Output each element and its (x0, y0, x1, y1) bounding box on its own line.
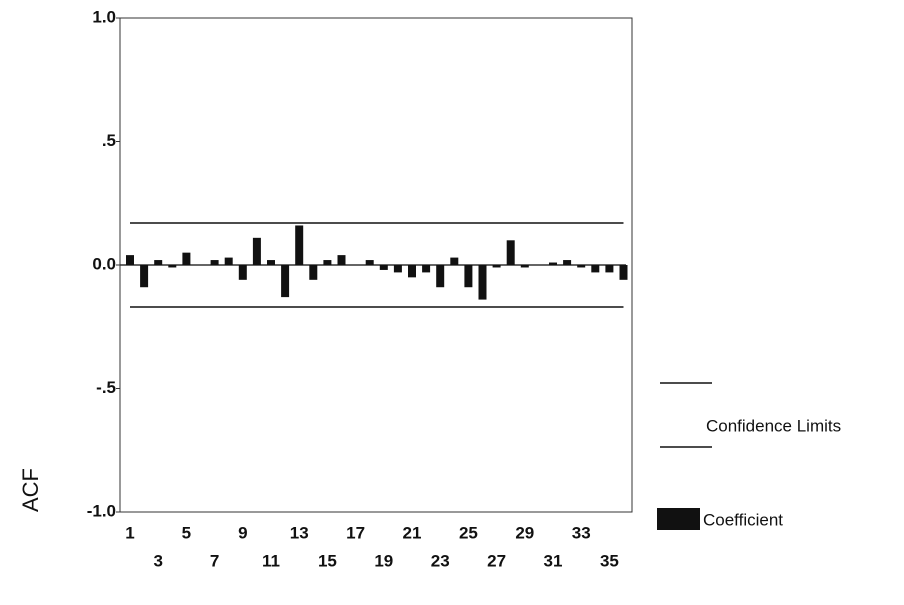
x-tick-label: 31 (544, 551, 563, 570)
x-tick-label: 7 (210, 551, 219, 570)
x-tick-label: 11 (262, 551, 280, 570)
legend-label: Confidence Limits (706, 416, 841, 435)
x-tick-label: 23 (431, 551, 450, 570)
bar (252, 237, 261, 265)
y-tick-label: -1.0 (87, 501, 116, 520)
bar (182, 252, 191, 265)
bar (605, 265, 614, 273)
bar (238, 265, 247, 280)
bar (309, 265, 318, 280)
bar (140, 265, 149, 288)
bar (506, 240, 515, 265)
x-tick-label: 17 (346, 523, 365, 542)
bar (337, 255, 346, 265)
y-tick-label: -.5 (96, 378, 116, 397)
legend-label: Coefficient (703, 510, 783, 529)
bar (267, 260, 275, 265)
y-tick-label: 1.0 (92, 7, 116, 26)
bar (619, 265, 628, 280)
bar (492, 265, 501, 268)
bar (393, 265, 402, 273)
bar (210, 260, 219, 265)
x-tick-label: 25 (459, 523, 478, 542)
bar (295, 225, 304, 265)
y-axis-label: ACF (18, 468, 43, 512)
bar (464, 265, 473, 288)
x-tick-label: 29 (515, 523, 534, 542)
bar (379, 265, 388, 270)
x-tick-label: 15 (318, 551, 337, 570)
bar (365, 260, 374, 265)
bar (422, 265, 431, 273)
bar (450, 257, 459, 265)
legend-swatch (657, 508, 700, 530)
bar (408, 265, 416, 278)
x-tick-label: 35 (600, 551, 619, 570)
bar (591, 265, 600, 273)
bar (478, 265, 487, 300)
bar (154, 260, 163, 265)
x-tick-label: 3 (153, 551, 162, 570)
x-tick-label: 19 (374, 551, 393, 570)
x-tick-label: 21 (403, 523, 422, 542)
bar (224, 257, 233, 265)
bar (323, 260, 332, 265)
bar (520, 265, 529, 268)
x-tick-label: 33 (572, 523, 591, 542)
x-tick-label: 1 (125, 523, 134, 542)
bar (563, 260, 572, 265)
bar (577, 265, 586, 268)
x-tick-label: 27 (487, 551, 506, 570)
bar (281, 265, 290, 298)
bar (436, 265, 445, 288)
y-tick-label: 0.0 (92, 254, 116, 273)
bar (168, 265, 177, 268)
x-tick-label: 13 (290, 523, 309, 542)
bar (549, 262, 557, 265)
x-tick-label: 9 (238, 523, 247, 542)
x-tick-label: 5 (182, 523, 191, 542)
y-tick-label: .5 (102, 131, 116, 150)
bar (126, 255, 134, 265)
